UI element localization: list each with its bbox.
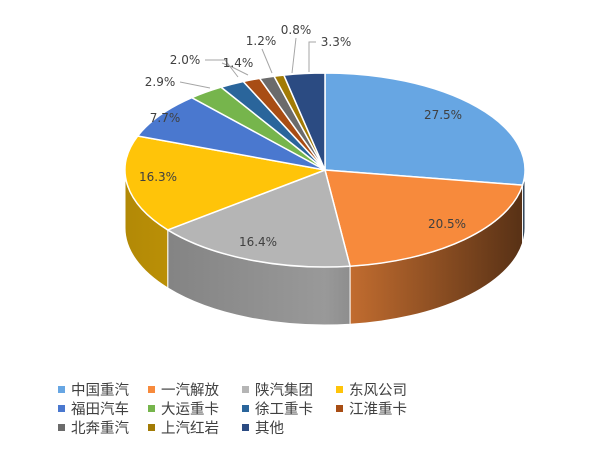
leader-line-10 (308, 41, 316, 72)
legend-swatch (242, 386, 249, 393)
legend-item: 福田汽车 (58, 400, 148, 418)
legend-label: 江淮重卡 (349, 402, 407, 418)
legend-swatch (242, 405, 249, 412)
data-label: 1.4% (223, 56, 254, 70)
data-label: 1.2% (246, 34, 277, 48)
legend-item: 大运重卡 (148, 400, 242, 418)
legend-item: 一汽解放 (148, 381, 242, 399)
data-label: 3.3% (321, 35, 352, 49)
legend: 中国重汽 一汽解放 陕汽集团 东风公司福田汽车 大运重卡 徐工重卡 江淮重卡北奔重汽 上汽红岩… (58, 381, 430, 437)
leader-line-5 (179, 81, 211, 89)
legend-label: 上汽红岩 (161, 421, 219, 437)
legend-label: 陕汽集团 (255, 383, 313, 399)
legend-swatch (148, 424, 155, 431)
legend-swatch (148, 405, 155, 412)
leader-line-8 (261, 48, 273, 74)
legend-item: 徐工重卡 (242, 400, 336, 418)
slice-1[interactable] (324, 169, 524, 268)
legend-item: 东风公司 (336, 381, 430, 399)
legend-label: 中国重汽 (71, 383, 129, 399)
data-label: 2.0% (170, 53, 201, 67)
legend-label: 福田汽车 (71, 402, 129, 418)
slice-0[interactable] (324, 72, 526, 186)
legend-swatch (336, 405, 343, 412)
legend-swatch (242, 424, 249, 431)
data-label: 2.9% (145, 75, 176, 89)
data-label: 20.5% (428, 217, 466, 231)
legend-swatch (58, 405, 65, 412)
legend-swatch (148, 386, 155, 393)
data-label: 0.8% (281, 23, 312, 37)
leader-line-7 (221, 62, 249, 76)
data-label: 27.5% (424, 108, 462, 122)
data-label: 7.7% (150, 111, 181, 125)
legend-item: 江淮重卡 (336, 400, 430, 418)
legend-item: 中国重汽 (58, 381, 148, 399)
legend-swatch (58, 424, 65, 431)
data-label: 16.4% (239, 235, 277, 249)
legend-label: 大运重卡 (161, 402, 219, 418)
legend-label: 北奔重汽 (71, 421, 129, 437)
slice-4[interactable] (136, 96, 326, 171)
slice-3[interactable] (124, 135, 328, 231)
legend-item: 上汽红岩 (148, 419, 242, 437)
data-label: 16.3% (139, 170, 177, 184)
legend-label: 其他 (255, 421, 284, 437)
legend-swatch (58, 386, 65, 393)
slice-10[interactable] (282, 72, 326, 171)
leader-line-9 (291, 37, 297, 74)
legend-label: 徐工重卡 (255, 402, 313, 418)
leader-line-6 (205, 59, 239, 78)
legend-label: 东风公司 (349, 383, 407, 399)
legend-swatch (336, 386, 343, 393)
legend-label: 一汽解放 (161, 383, 219, 399)
legend-item: 陕汽集团 (242, 381, 336, 399)
slice-2[interactable] (166, 169, 352, 268)
legend-item: 其他 (242, 419, 336, 437)
legend-item: 北奔重汽 (58, 419, 148, 437)
